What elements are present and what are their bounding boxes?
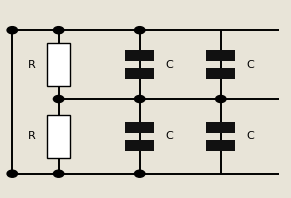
Bar	[47, 115, 70, 158]
Bar	[47, 43, 70, 86]
Bar	[125, 140, 154, 151]
Circle shape	[54, 27, 64, 34]
Circle shape	[54, 170, 64, 177]
Bar	[206, 50, 235, 61]
Bar	[206, 122, 235, 133]
Circle shape	[54, 95, 64, 103]
Circle shape	[134, 170, 145, 177]
Circle shape	[7, 27, 17, 34]
Bar	[125, 50, 154, 61]
Text: R: R	[28, 60, 36, 69]
Circle shape	[216, 95, 226, 103]
Bar	[125, 68, 154, 79]
Circle shape	[134, 27, 145, 34]
Bar	[206, 140, 235, 151]
Bar	[125, 122, 154, 133]
Circle shape	[134, 95, 145, 103]
Text: C: C	[247, 131, 255, 141]
Text: C: C	[166, 131, 173, 141]
Text: C: C	[247, 60, 255, 69]
Text: C: C	[166, 60, 173, 69]
Text: R: R	[28, 131, 36, 141]
Bar	[206, 68, 235, 79]
Circle shape	[7, 170, 17, 177]
